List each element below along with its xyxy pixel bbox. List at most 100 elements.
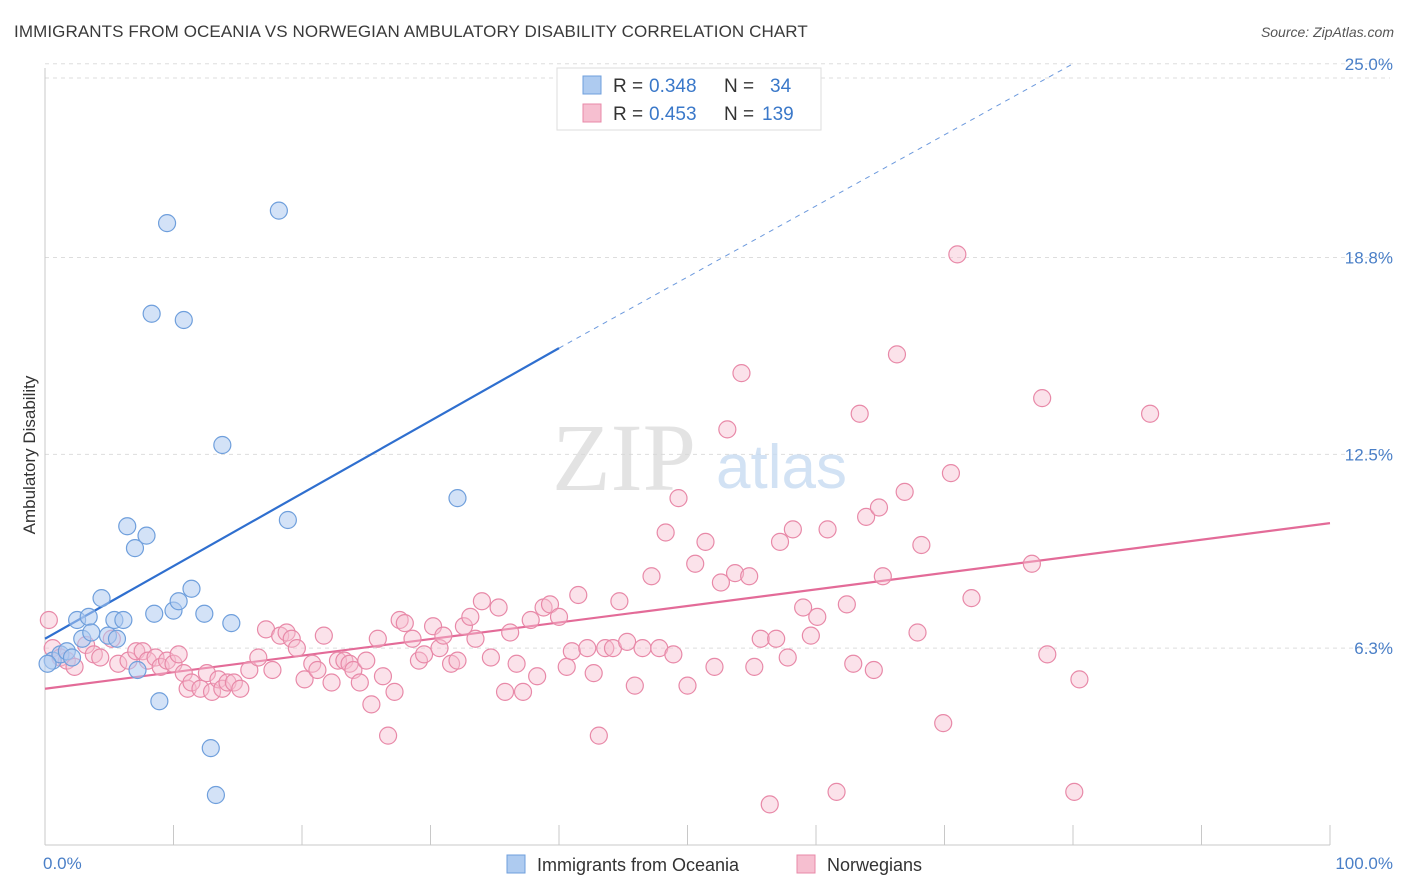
legend-label-oceania: Immigrants from Oceania: [537, 855, 740, 875]
data-point-norwegians: [962, 589, 981, 608]
data-point-norwegians: [887, 345, 907, 364]
data-point-norwegians: [745, 657, 764, 676]
trend-line-solid: [44, 347, 560, 640]
data-point-norwegians: [610, 592, 629, 611]
data-point-norwegians: [182, 673, 201, 692]
data-point-norwegians: [794, 598, 813, 617]
data-point-norwegians: [783, 520, 802, 539]
data-point-norwegians: [562, 642, 581, 661]
stats-r-label-2: R =: [613, 104, 643, 125]
data-point-norwegians: [240, 660, 259, 680]
data-point-norwegians: [941, 464, 961, 483]
data-point-norwegians: [461, 607, 480, 626]
data-point-norwegians: [91, 648, 110, 667]
data-point-norwegians: [678, 676, 697, 695]
data-point-oceania: [448, 489, 467, 508]
stats-legend: R = 0.348 N = 34 R = 0.453 N = 139: [556, 67, 822, 131]
data-point-norwegians: [934, 714, 953, 733]
stats-swatch-pink: [582, 103, 602, 123]
data-point-norwegians: [569, 585, 588, 605]
data-point-oceania: [92, 589, 111, 608]
data-point-norwegians: [395, 614, 414, 633]
data-point-norwegians: [308, 660, 327, 680]
data-point-norwegians: [481, 648, 500, 667]
data-point-norwegians: [725, 564, 745, 583]
data-point-oceania: [206, 785, 226, 805]
data-point-oceania: [222, 614, 241, 633]
legend-label-norwegians: Norwegians: [827, 855, 922, 875]
trend-lines: [44, 63, 1331, 690]
data-point-norwegians: [618, 632, 637, 651]
data-point-norwegians: [808, 607, 827, 626]
data-point-norwegians: [732, 364, 751, 383]
data-point-norwegians: [454, 617, 474, 636]
data-point-norwegians: [656, 523, 675, 542]
data-point-norwegians: [197, 664, 217, 683]
norwegians-points: [39, 245, 1160, 814]
data-point-oceania: [114, 610, 133, 630]
data-point-oceania: [195, 604, 214, 623]
stats-n-label-1: N =: [724, 76, 754, 97]
data-point-norwegians: [287, 639, 306, 658]
data-point-norwegians: [390, 610, 409, 630]
data-point-norwegians: [373, 667, 393, 686]
data-point-norwegians: [557, 657, 576, 676]
data-point-norwegians: [350, 673, 369, 692]
data-point-norwegians: [740, 567, 759, 586]
data-point-norwegians: [873, 567, 892, 586]
data-point-oceania: [128, 660, 147, 680]
legend-swatch-norwegians: [796, 854, 816, 874]
data-point-norwegians: [507, 654, 526, 673]
y-axis-label: Ambulatory Disability: [20, 375, 39, 534]
data-point-norwegians: [295, 670, 314, 689]
stats-n-value-2: 139: [762, 104, 794, 125]
data-point-oceania: [142, 304, 161, 323]
data-point-oceania: [125, 539, 145, 558]
data-point-norwegians: [589, 726, 608, 745]
data-point-norwegians: [466, 629, 485, 648]
data-point-norwegians: [169, 645, 188, 664]
data-point-norwegians: [489, 598, 508, 617]
data-point-norwegians: [801, 626, 820, 645]
data-point-norwegians: [1140, 404, 1160, 423]
trend-line-solid: [44, 522, 1331, 690]
series-legend: Immigrants from Oceania Norwegians: [506, 854, 922, 875]
data-point-oceania: [145, 604, 164, 623]
data-point-norwegians: [414, 645, 434, 664]
data-point-norwegians: [328, 651, 348, 670]
data-point-norwegians: [1022, 554, 1041, 573]
data-point-norwegians: [584, 664, 603, 683]
y-tick-label: 6.3%: [1354, 639, 1393, 658]
data-point-norwegians: [844, 654, 863, 673]
data-point-norwegians: [362, 695, 381, 714]
data-point-oceania: [182, 579, 201, 598]
y-tick-label: 12.5%: [1345, 445, 1393, 464]
y-tick-label: 25.0%: [1345, 55, 1393, 74]
data-point-oceania: [269, 201, 288, 220]
data-point-norwegians: [472, 592, 491, 611]
data-point-norwegians: [403, 629, 422, 648]
data-point-norwegians: [908, 623, 927, 642]
data-point-oceania: [174, 310, 193, 330]
data-point-oceania: [79, 607, 98, 626]
data-point-norwegians: [912, 535, 931, 555]
chart-title: IMMIGRANTS FROM OCEANIA VS NORWEGIAN AMB…: [14, 22, 808, 41]
stats-n-label-2: N =: [724, 104, 754, 125]
watermark-atlas: atlas: [716, 433, 847, 502]
data-point-norwegians: [633, 639, 652, 658]
data-point-norwegians: [869, 498, 889, 517]
data-point-norwegians: [385, 682, 404, 701]
legend-swatch-oceania: [506, 854, 526, 874]
data-point-norwegians: [528, 667, 547, 686]
data-point-norwegians: [357, 651, 376, 670]
data-point-norwegians: [549, 607, 569, 626]
data-point-norwegians: [521, 610, 540, 630]
x-tick-label-max: 100.0%: [1335, 854, 1393, 873]
y-tick-labels: 6.3% 12.5% 18.8% 25.0%: [1345, 55, 1393, 658]
data-point-norwegians: [895, 482, 914, 501]
data-point-norwegians: [282, 629, 301, 648]
data-point-norwegians: [669, 489, 688, 508]
data-point-norwegians: [818, 520, 837, 539]
data-point-norwegians: [249, 648, 268, 667]
data-point-norwegians: [760, 795, 779, 814]
